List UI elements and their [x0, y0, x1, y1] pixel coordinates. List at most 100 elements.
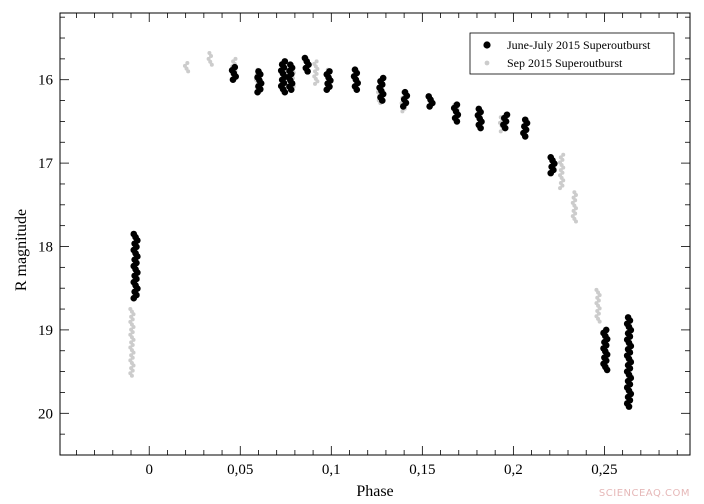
- data-cluster: [399, 88, 411, 110]
- x-tick-label: 0: [145, 462, 153, 478]
- y-tick-label: 19: [38, 323, 53, 339]
- data-cluster: [558, 152, 566, 191]
- data-point: [561, 152, 566, 157]
- data-point: [313, 81, 318, 86]
- legend-box: [469, 32, 675, 75]
- data-point: [597, 319, 602, 324]
- data-cluster: [285, 61, 296, 94]
- data-point: [498, 129, 503, 134]
- data-point: [130, 317, 135, 322]
- y-tick-label: 18: [38, 240, 53, 256]
- data-point: [287, 86, 295, 94]
- data-cluster: [206, 51, 214, 67]
- data-point: [131, 325, 136, 330]
- data-cluster: [623, 314, 635, 410]
- data-cluster: [600, 326, 611, 374]
- legend-label-june-july: June-July 2015 Superoutburst: [507, 38, 651, 52]
- data-cluster: [277, 58, 289, 96]
- data-point: [596, 298, 601, 303]
- legend-marker-june-july: [483, 41, 491, 49]
- data-point: [323, 86, 331, 94]
- y-tick-label: 16: [38, 73, 54, 89]
- data-cluster: [350, 66, 361, 94]
- data-point: [353, 86, 361, 94]
- data-cluster: [128, 307, 136, 378]
- legend-marker-sep: [484, 60, 490, 66]
- legend-label-sep: Sep 2015 Superoutburst: [507, 56, 623, 70]
- data-point: [131, 363, 136, 368]
- data-point: [573, 192, 578, 197]
- data-point: [560, 183, 565, 188]
- x-tick-label: 0,15: [409, 462, 435, 478]
- data-point: [314, 71, 319, 76]
- data-cluster: [130, 230, 141, 302]
- x-tick-label: 0,05: [227, 462, 253, 478]
- data-cluster: [182, 61, 191, 74]
- data-cluster: [254, 68, 265, 96]
- data-point: [521, 133, 529, 140]
- y-tick-label: 20: [38, 406, 53, 422]
- data-point: [209, 62, 214, 67]
- data-cluster: [323, 68, 334, 94]
- data-point: [558, 186, 563, 191]
- x-axis-label: Phase: [356, 483, 393, 500]
- data-point: [129, 373, 134, 378]
- data-point: [560, 157, 565, 162]
- data-point: [573, 198, 578, 203]
- data-point: [453, 118, 461, 125]
- data-point: [596, 311, 601, 316]
- data-point: [560, 170, 565, 175]
- data-point: [209, 53, 214, 58]
- data-point: [130, 368, 135, 373]
- data-point: [130, 330, 135, 335]
- watermark: SCIENCEAQ.COM: [598, 488, 690, 499]
- data-point: [233, 56, 238, 61]
- data-cluster: [376, 74, 387, 104]
- data-point: [185, 61, 190, 66]
- data-point: [131, 337, 136, 342]
- data-cluster: [425, 93, 436, 110]
- data-point: [400, 109, 405, 114]
- data-point: [304, 68, 311, 75]
- data-point: [315, 79, 320, 84]
- data-point: [573, 206, 578, 211]
- data-point: [625, 403, 633, 410]
- data-cluster: [520, 116, 531, 140]
- data-point: [315, 66, 320, 71]
- data-point: [426, 103, 433, 110]
- data-point: [547, 169, 555, 177]
- y-tick-label: 17: [38, 156, 54, 172]
- legend: June-July 2015 Superoutburst Sep 2015 Su…: [469, 32, 675, 75]
- data-point: [573, 219, 578, 224]
- data-point: [399, 103, 407, 110]
- data-cluster: [570, 190, 578, 224]
- data-point: [597, 306, 602, 311]
- data-cluster: [450, 101, 462, 125]
- data-point: [561, 178, 566, 183]
- x-tick-label: 0,25: [591, 462, 617, 478]
- data-cluster: [474, 105, 485, 132]
- data-cluster: [301, 54, 312, 75]
- data-point: [130, 342, 135, 347]
- y-axis-label: R magnitude: [13, 209, 30, 291]
- x-tick-label: 0,1: [322, 462, 341, 478]
- data-point: [597, 293, 602, 298]
- data-point: [254, 88, 261, 96]
- data-point: [208, 59, 213, 64]
- data-point: [131, 350, 136, 355]
- data-point: [186, 69, 191, 74]
- data-point: [314, 59, 319, 64]
- data-point: [378, 97, 386, 104]
- data-point: [131, 312, 136, 317]
- data-cluster: [547, 153, 558, 177]
- data-cluster: [312, 59, 320, 86]
- data-point: [281, 88, 289, 96]
- plot-border: [59, 12, 691, 456]
- data-cluster: [228, 63, 239, 84]
- data-point: [561, 165, 566, 170]
- plot-frame: [59, 12, 691, 456]
- data-point: [603, 366, 611, 374]
- data-cluster: [500, 111, 511, 132]
- x-tick-label: 0,2: [504, 462, 523, 478]
